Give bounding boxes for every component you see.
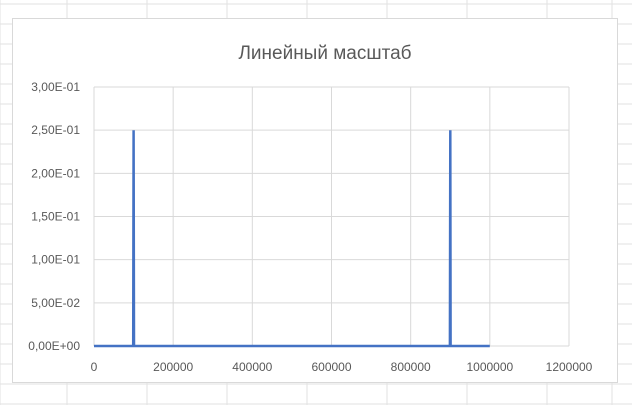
x-tick-label: 1000000 xyxy=(466,360,513,374)
y-tick-label: 2,50E-01 xyxy=(31,123,80,137)
x-tick-label: 400000 xyxy=(232,360,272,374)
axis-tick-labels: 0,00E+00 5,00E-02 1,00E-01 1,50E-01 2,00E-01… xyxy=(28,80,592,374)
x-tick-label: 600000 xyxy=(311,360,351,374)
y-tick-label: 1,50E-01 xyxy=(31,210,80,224)
x-tick-label: 1200000 xyxy=(546,360,593,374)
y-tick-label: 3,00E-01 xyxy=(31,80,80,94)
gridlines xyxy=(93,86,570,347)
x-tick-label: 0 xyxy=(91,360,98,374)
y-tick-label: 2,00E-01 xyxy=(31,166,80,180)
chart-title: Линейный масштаб xyxy=(238,43,411,64)
y-tick-label: 5,00E-02 xyxy=(31,296,80,310)
line-chart: Линейный масштаб 0,00E+00 5,00E-02 1,00E-0… xyxy=(28,43,592,374)
series-line[interactable] xyxy=(94,130,490,348)
x-tick-label: 800000 xyxy=(391,360,431,374)
series-layer xyxy=(94,130,490,348)
chart-area[interactable]: Линейный масштаб 0,00E+00 5,00E-02 1,00E-0… xyxy=(12,18,618,383)
y-tick-label: 0,00E+00 xyxy=(28,339,80,353)
y-tick-label: 1,00E-01 xyxy=(31,253,80,267)
x-tick-label: 200000 xyxy=(153,360,193,374)
